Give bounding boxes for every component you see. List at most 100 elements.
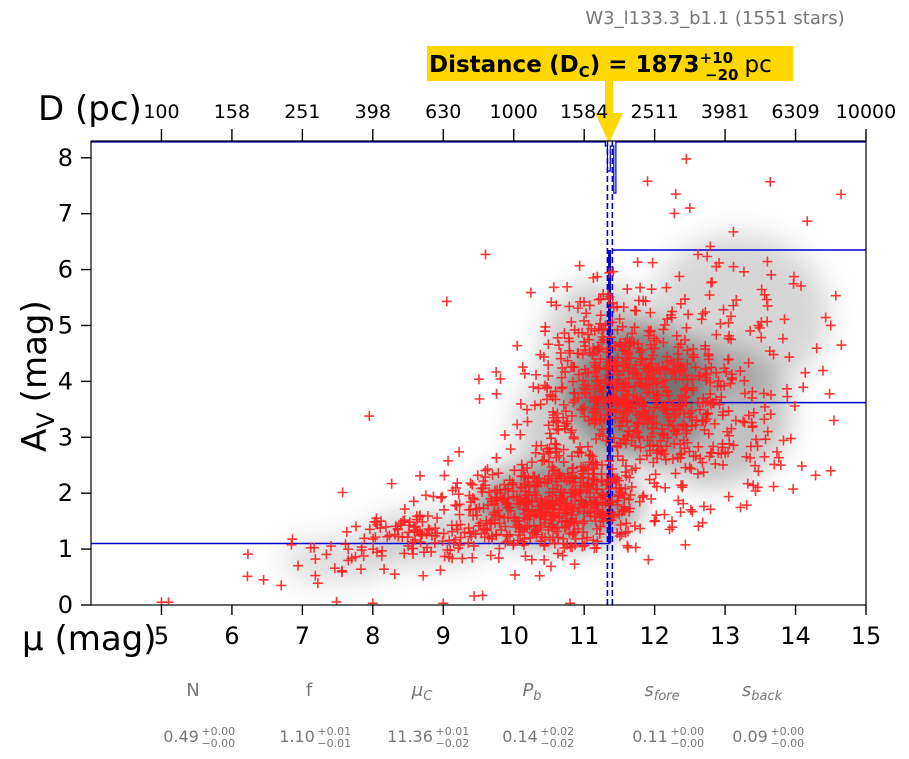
star-point <box>557 550 568 561</box>
star-point <box>370 532 381 543</box>
star-point <box>568 462 579 473</box>
star-point <box>497 494 508 505</box>
star-point <box>599 374 610 385</box>
star-point <box>601 363 612 374</box>
star-point <box>543 420 554 431</box>
star-point <box>658 324 669 335</box>
star-point <box>379 564 390 575</box>
star-point <box>558 444 569 455</box>
star-point <box>564 475 575 486</box>
star-point <box>595 414 606 425</box>
star-point <box>604 456 615 467</box>
star-point <box>697 308 708 319</box>
star-point <box>769 459 780 470</box>
star-point <box>485 550 496 561</box>
y-tick-label: 0 <box>58 591 73 619</box>
star-point <box>570 533 581 544</box>
star-point <box>759 289 770 300</box>
star-point <box>648 411 659 422</box>
star-point <box>724 330 735 341</box>
top-axis: 100 158 251 398 630 1000 1584 2511 3981 6309 10000 <box>143 101 896 141</box>
star-point <box>487 531 498 542</box>
star-point <box>572 506 583 517</box>
star-point <box>623 526 634 537</box>
star-point <box>670 409 681 420</box>
star-point <box>659 382 670 393</box>
distance-symbol: D <box>560 52 579 78</box>
star-point <box>523 489 534 500</box>
star-point <box>754 322 765 333</box>
star-point <box>569 395 580 406</box>
star-point <box>477 483 488 494</box>
star-point <box>699 424 710 435</box>
star-point <box>582 532 593 543</box>
star-point <box>738 266 749 277</box>
star-point <box>423 523 434 534</box>
star-point <box>584 492 595 503</box>
star-point <box>581 485 592 496</box>
star-point <box>389 569 400 580</box>
star-point <box>615 520 626 530</box>
star-point <box>663 390 674 401</box>
star-point <box>331 596 342 605</box>
star-point <box>507 479 518 490</box>
star-point <box>694 370 705 381</box>
star-point <box>535 349 546 360</box>
star-point <box>884 345 894 355</box>
star-point <box>671 330 682 341</box>
star-point <box>600 320 611 331</box>
star-point <box>512 340 523 351</box>
star-point <box>739 388 750 399</box>
param-symbol: P <box>522 680 533 701</box>
star-point <box>606 507 617 518</box>
star-point <box>542 478 553 489</box>
star-point <box>658 430 669 441</box>
star-point <box>620 438 631 449</box>
star-point <box>505 444 516 455</box>
star-point <box>551 300 562 311</box>
star-point <box>817 365 828 376</box>
star-point <box>619 492 630 503</box>
y-tick-label: 7 <box>58 200 73 228</box>
star-point <box>646 493 657 504</box>
star-point <box>631 394 642 405</box>
star-point <box>557 492 568 503</box>
star-point <box>606 376 617 387</box>
x-tick-label: 7 <box>295 622 310 650</box>
star-point <box>608 473 619 484</box>
star-point <box>614 420 625 431</box>
star-point <box>552 548 563 559</box>
star-point <box>471 510 482 521</box>
star-point <box>696 314 707 325</box>
star-point <box>612 441 623 452</box>
star-point <box>650 469 661 480</box>
star-point <box>556 372 567 383</box>
star-point <box>546 433 557 444</box>
param-value: 0.49 <box>163 727 199 746</box>
star-point <box>409 525 420 536</box>
star-point <box>661 282 672 293</box>
star-point <box>642 435 653 446</box>
plot-frame <box>90 140 867 606</box>
star-point <box>439 504 450 515</box>
star-point <box>359 533 370 544</box>
star-point <box>830 290 841 301</box>
star-point <box>798 382 809 393</box>
star-point <box>670 468 681 479</box>
star-point <box>606 477 617 488</box>
star-point <box>759 401 770 412</box>
param-symbol: s <box>644 680 653 701</box>
star-point <box>700 344 711 355</box>
star-point <box>748 480 759 491</box>
star-point <box>621 358 632 369</box>
star-point <box>547 462 558 473</box>
star-point <box>568 397 579 408</box>
star-point <box>785 433 796 444</box>
distance-value: 1873 <box>636 52 700 78</box>
star-point <box>594 415 605 426</box>
x-tick-label: 15 <box>851 622 882 650</box>
field-title: W3_l133.3_b1.1 (1551 stars) <box>585 8 844 29</box>
star-point <box>630 542 641 553</box>
star-point <box>454 446 465 457</box>
star-point <box>617 455 628 466</box>
